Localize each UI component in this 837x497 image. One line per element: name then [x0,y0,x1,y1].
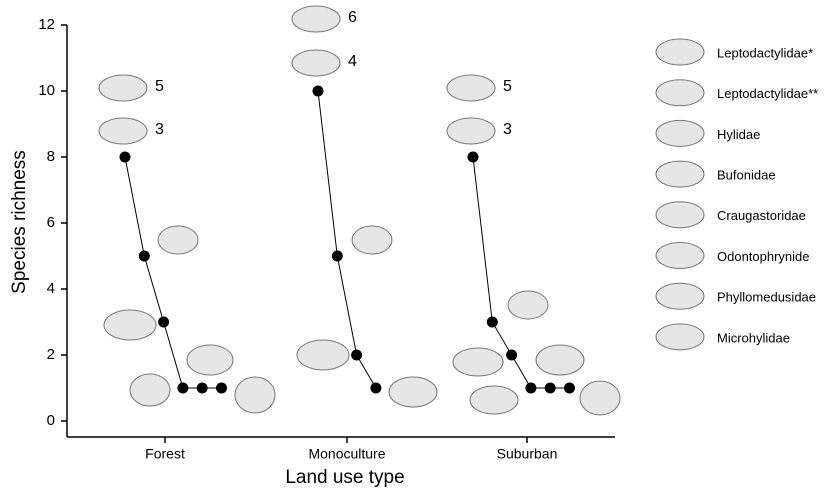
count-label: 5 [155,78,164,95]
x-tick-label: Forest [145,446,185,462]
frog-icon [447,118,495,144]
count-label: 3 [503,121,512,138]
count-label: 5 [503,78,512,95]
point [197,383,208,394]
x-axis-label: Land use type [285,467,404,488]
x-tick-label: Monoculture [308,446,385,462]
legend-label: Phyllomedusidae [717,290,816,305]
legend-icon [656,283,704,309]
legend-label: Bufonidae [717,168,776,183]
legend-label: Microhylidae [717,330,790,345]
legend-label: Leptodactylidae* [717,45,813,60]
y-tick-label: 4 [47,280,55,297]
y-tick-label: 2 [47,346,55,363]
legend-label: Craugastoridae [717,208,806,223]
legend-label: Hylidae [717,127,760,142]
y-tick-label: 10 [38,82,55,99]
point [216,383,227,394]
x-tick-label: Suburban [497,446,558,462]
point [177,383,188,394]
y-tick-label: 6 [47,214,55,231]
point [158,317,169,328]
y-tick-label: 12 [38,16,55,33]
point [139,251,150,262]
point [545,383,556,394]
legend-icon [656,202,704,228]
count-label: 4 [348,53,357,70]
count-label: 6 [348,9,357,26]
chart: Land use type Species richness 0 2 4 6 8 10 12… [0,0,837,492]
legend-icon [656,161,704,187]
legend-label: Odontophrynide [717,249,810,264]
point [525,383,536,394]
frog-icon [292,50,340,76]
y-axis-label: Species richness [9,150,30,294]
point [468,152,479,163]
point [564,383,575,394]
y-tick-label: 8 [47,148,55,165]
legend-icon [656,39,704,65]
count-label: 3 [155,121,164,138]
point [487,317,498,328]
point [332,251,343,262]
legend-icon [656,324,704,350]
frog-icon [99,118,147,144]
legend-icon [656,243,704,269]
point [370,383,381,394]
point [351,350,362,361]
frog-icon [99,75,147,101]
point [120,152,131,163]
point [506,350,517,361]
y-tick-label: 0 [47,412,55,429]
frog-icon [292,6,340,32]
legend-label: Leptodactylidae** [717,86,818,101]
frog-icon [447,75,495,101]
point [313,86,324,97]
legend-icon [656,120,704,146]
legend-icon [656,80,704,106]
